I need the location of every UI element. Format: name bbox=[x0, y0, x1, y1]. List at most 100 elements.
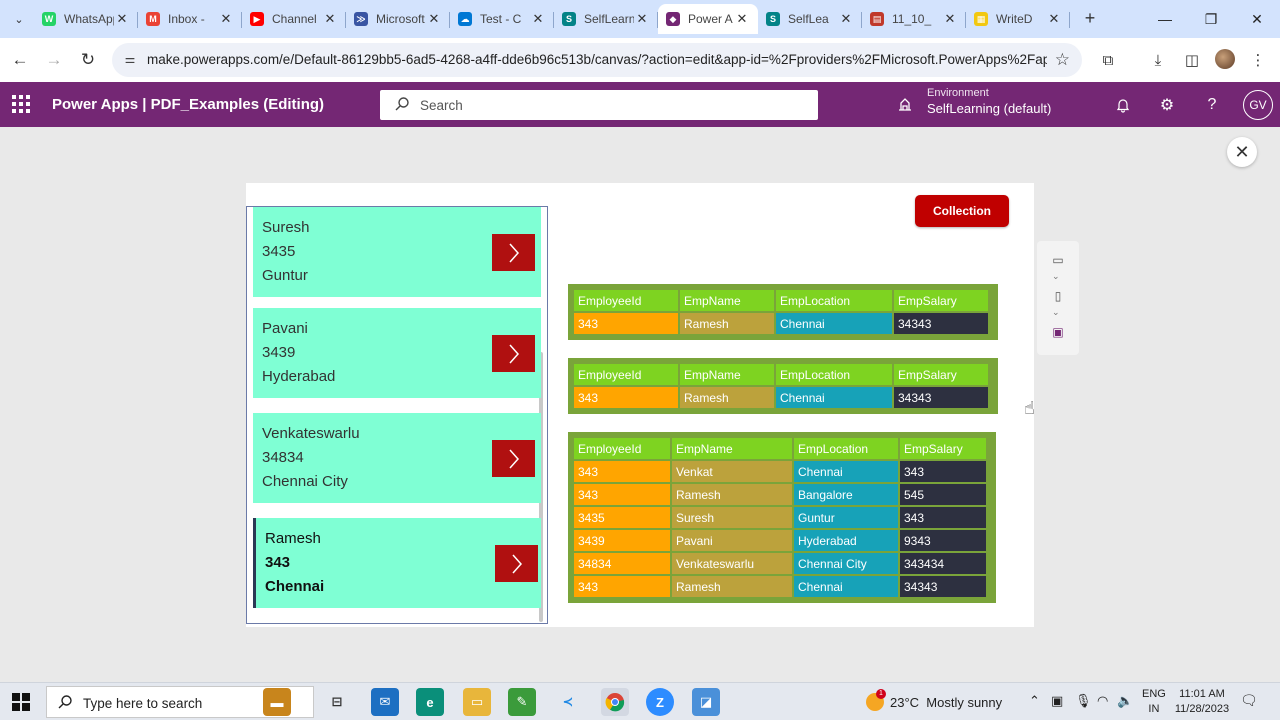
tab-favicon-icon: ▤ bbox=[870, 12, 884, 26]
speaker-volume-icon[interactable]: 🔈 bbox=[1117, 693, 1134, 708]
browser-tab[interactable]: S SelfLearn ✕ bbox=[554, 4, 658, 34]
gallery-item[interactable]: Venkateswarlu 34834 Chennai City bbox=[253, 413, 541, 503]
tab-close-icon[interactable]: ✕ bbox=[428, 11, 440, 26]
vscode-icon[interactable]: ≺ bbox=[562, 694, 574, 709]
tab-close-icon[interactable]: ✕ bbox=[116, 11, 128, 26]
side-panel-icon[interactable]: ◫ bbox=[1184, 52, 1200, 69]
table-cell: Venkateswarlu bbox=[672, 553, 792, 574]
table-cell: 3439 bbox=[574, 530, 670, 551]
tab-close-icon[interactable]: ✕ bbox=[1048, 11, 1060, 26]
employee-name: Ramesh bbox=[265, 530, 321, 547]
gallery-scrollbar[interactable] bbox=[539, 352, 543, 622]
table-header-cell: EmpName bbox=[680, 364, 774, 385]
collection-button[interactable]: Collection bbox=[915, 195, 1009, 227]
chevron-down-icon[interactable]: ⌄ bbox=[1052, 271, 1060, 281]
header-search-box[interactable]: Search bbox=[380, 90, 818, 120]
next-arrow-button[interactable] bbox=[492, 234, 535, 271]
user-avatar[interactable]: GV bbox=[1243, 90, 1273, 120]
file-explorer-icon[interactable]: ▭ bbox=[463, 688, 491, 716]
search-icon bbox=[58, 695, 72, 709]
address-bar[interactable]: ⚌ make.powerapps.com/e/Default-86129bb5-… bbox=[112, 43, 1082, 77]
restore-icon[interactable]: ❐ bbox=[1204, 10, 1218, 27]
zoom-app-icon[interactable]: Z bbox=[646, 688, 674, 716]
table-row: 343 Venkat Chennai 343 bbox=[574, 461, 990, 482]
browser-tab[interactable]: ≫ Microsoft ✕ bbox=[346, 4, 450, 34]
browser-tab[interactable]: M Inbox - ✕ bbox=[138, 4, 242, 34]
meet-now-icon[interactable]: ▣ bbox=[1051, 693, 1064, 708]
table-cell: 34343 bbox=[894, 387, 988, 408]
url-text[interactable]: make.powerapps.com/e/Default-86129bb5-6a… bbox=[147, 52, 1047, 67]
tab-close-icon[interactable]: ✕ bbox=[736, 11, 748, 26]
weather-widget[interactable]: 1 23°C Mostly sunny bbox=[866, 689, 1002, 711]
wifi-icon[interactable]: ◠ bbox=[1097, 693, 1109, 708]
briefcase-app-icon[interactable]: ▬ bbox=[263, 688, 291, 716]
site-info-icon[interactable]: ⚌ bbox=[124, 52, 136, 66]
download-icon[interactable]: ⤓ bbox=[1154, 51, 1162, 69]
back-arrow-icon[interactable]: ← bbox=[11, 50, 29, 69]
tray-chevron-up-icon[interactable]: ⌃ bbox=[1029, 693, 1040, 708]
forward-arrow-icon[interactable]: → bbox=[45, 50, 63, 69]
minimize-icon[interactable]: — bbox=[1158, 11, 1172, 27]
browser-tab[interactable]: ◆ Power A ✕ bbox=[658, 4, 758, 34]
browser-tab[interactable]: ▤ 11_10_ ✕ bbox=[862, 4, 966, 34]
pdf-icon[interactable]: ▣ bbox=[1052, 325, 1064, 339]
next-arrow-button[interactable] bbox=[495, 545, 538, 582]
browser-profile-avatar[interactable] bbox=[1215, 49, 1235, 69]
employee-location: Hyderabad bbox=[262, 368, 336, 385]
gallery-item[interactable]: Suresh 3435 Guntur bbox=[253, 207, 541, 297]
sun-weather-icon: 1 bbox=[866, 689, 886, 711]
windows-start-icon[interactable] bbox=[12, 693, 30, 711]
window-controls: — ❐ ✕ bbox=[1142, 0, 1280, 38]
tab-close-icon[interactable]: ✕ bbox=[840, 11, 852, 26]
browser-tab[interactable]: W WhatsApp ✕ bbox=[34, 4, 138, 34]
table-row: 3439 Pavani Hyderabad 9343 bbox=[574, 530, 990, 551]
help-question-icon[interactable]: ? bbox=[1207, 96, 1217, 113]
chevron-down-icon[interactable]: ⌄ bbox=[1052, 307, 1060, 317]
environment-selector[interactable]: SelfLearning (default) bbox=[927, 101, 1052, 116]
weather-badge: 1 bbox=[876, 689, 886, 699]
bookmark-star-icon[interactable]: ☆ bbox=[1054, 50, 1070, 69]
microphone-icon[interactable]: 🎙 bbox=[1075, 693, 1092, 708]
tab-close-icon[interactable]: ✕ bbox=[636, 11, 648, 26]
browser-tab[interactable]: S SelfLea ✕ bbox=[758, 4, 862, 34]
environment-label: Environment bbox=[927, 87, 989, 99]
notepad-app-icon[interactable]: ✎ bbox=[508, 688, 536, 716]
chrome-browser-icon[interactable] bbox=[601, 688, 629, 716]
edge-browser-icon[interactable]: e bbox=[416, 688, 444, 716]
phone-layout-icon[interactable]: ▯ bbox=[1054, 289, 1062, 303]
browser-tab[interactable]: ▶ Channel ✕ bbox=[242, 4, 346, 34]
notifications-bell-icon[interactable] bbox=[1112, 94, 1134, 116]
table-header-cell: EmployeeId bbox=[574, 290, 678, 311]
close-preview-icon[interactable]: ✕ bbox=[1227, 137, 1257, 167]
browser-tab[interactable]: ▦ WriteD ✕ bbox=[966, 4, 1070, 34]
tablet-layout-icon[interactable]: ▭ bbox=[1052, 253, 1064, 267]
notification-center-icon[interactable]: 🗨 bbox=[1240, 692, 1258, 708]
gallery-item[interactable]: Ramesh 343 Chennai bbox=[253, 518, 541, 608]
mail-app-icon[interactable]: ✉ bbox=[371, 688, 399, 716]
employee-name: Pavani bbox=[262, 320, 308, 337]
input-language-indicator[interactable]: ENG IN bbox=[1142, 687, 1166, 717]
employee-gallery[interactable]: Suresh 3435 Guntur Pavani 3439 Hyderabad Venka… bbox=[246, 206, 548, 624]
browser-tab[interactable]: ☁ Test - C ✕ bbox=[450, 4, 554, 34]
tab-favicon-icon: ≫ bbox=[354, 12, 368, 26]
next-arrow-button[interactable] bbox=[492, 335, 535, 372]
reload-icon[interactable]: ↻ bbox=[80, 50, 96, 69]
extensions-puzzle-icon[interactable]: ⧉ bbox=[1102, 51, 1114, 69]
app-launcher-waffle-icon[interactable] bbox=[12, 95, 30, 113]
tab-close-icon[interactable]: ✕ bbox=[324, 11, 336, 26]
tab-favicon-icon: W bbox=[42, 12, 56, 26]
next-arrow-button[interactable] bbox=[492, 440, 535, 477]
close-window-icon[interactable]: ✕ bbox=[1251, 10, 1263, 27]
tab-close-icon[interactable]: ✕ bbox=[532, 11, 544, 26]
system-clock[interactable]: 11:01 AM 11/28/2023 bbox=[1172, 687, 1232, 717]
browser-menu-kebab-icon[interactable]: ⋮ bbox=[1250, 52, 1266, 69]
new-tab-plus-icon[interactable]: + bbox=[1084, 8, 1096, 28]
settings-gear-icon[interactable]: ⚙ bbox=[1159, 97, 1175, 114]
tab-search-chevron-icon[interactable]: ⌄ bbox=[14, 13, 24, 26]
table-cell: Chennai bbox=[794, 576, 898, 597]
tab-close-icon[interactable]: ✕ bbox=[220, 11, 232, 26]
task-view-icon[interactable]: ⊟ bbox=[331, 694, 343, 709]
tab-close-icon[interactable]: ✕ bbox=[944, 11, 956, 26]
photos-app-icon[interactable]: ◪ bbox=[692, 688, 720, 716]
gallery-item[interactable]: Pavani 3439 Hyderabad bbox=[253, 308, 541, 398]
